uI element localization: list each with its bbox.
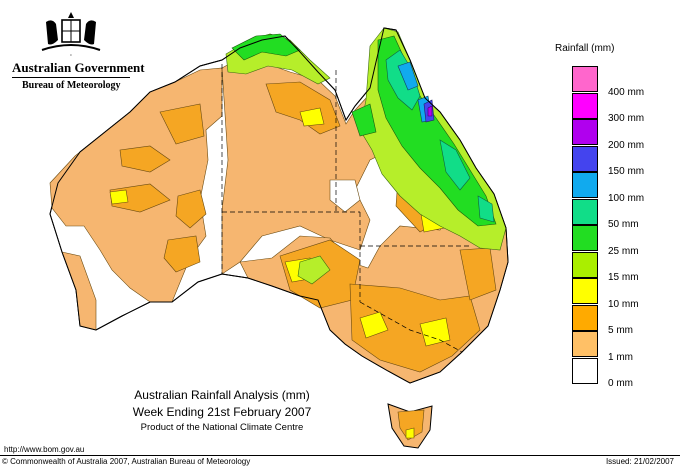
mainland-outline: [49, 27, 509, 384]
legend-label: 10 mm: [608, 298, 639, 310]
issued-date: Issued: 21/02/2007: [605, 457, 674, 466]
rain-50mm-regions: [385, 49, 495, 223]
legend-label: 25 mm: [608, 245, 639, 257]
state-borders: [221, 64, 470, 353]
header-divider: [12, 77, 130, 78]
legend-label: 150 mm: [608, 166, 645, 177]
legend-swatch: [572, 66, 598, 92]
legend-swatch: [572, 357, 598, 384]
footer-divider: [0, 455, 680, 456]
svg-text:•: •: [70, 52, 72, 57]
legend-label: 300 mm: [608, 113, 645, 124]
bureau-name: Bureau of Meteorology: [22, 80, 121, 91]
map-credit: Product of the National Climate Centre: [140, 422, 304, 433]
legend-swatch: [572, 172, 598, 198]
legend-label: 1 mm: [608, 351, 633, 363]
legend-label: 100 mm: [608, 192, 645, 204]
legend-swatch: [572, 331, 598, 357]
legend-swatch: [572, 225, 598, 251]
legend-label: 50 mm: [608, 219, 639, 230]
legend-swatch: [572, 251, 598, 278]
legend-label: 5 mm: [608, 325, 633, 336]
legend-swatch: [572, 304, 598, 331]
legend-label: 0 mm: [608, 378, 633, 389]
map-title: Australian Rainfall Analysis (mm): [134, 388, 310, 402]
legend-swatch: [572, 278, 598, 304]
map-subtitle: Week Ending 21st February 2007: [132, 405, 312, 419]
legend-label: 400 mm: [608, 86, 645, 98]
legend-swatch: [572, 92, 598, 119]
legend-swatch: [572, 145, 598, 172]
legend-swatch: [572, 119, 598, 145]
legend-title: Rainfall (mm): [555, 43, 615, 54]
tasmania: [387, 403, 433, 449]
coat-of-arms-icon: •: [41, 12, 101, 57]
government-name: Australian Government: [12, 60, 145, 75]
legend-label: 15 mm: [608, 272, 639, 283]
copyright-text: © Commonwealth of Australia 2007, Austra…: [2, 457, 251, 466]
website-link[interactable]: http://www.bom.gov.au: [4, 445, 85, 454]
legend-label: 200 mm: [608, 139, 645, 151]
legend-swatch: [572, 198, 598, 225]
rain-300mm-regions: [427, 105, 433, 117]
rain-5mm-regions: [109, 81, 497, 373]
